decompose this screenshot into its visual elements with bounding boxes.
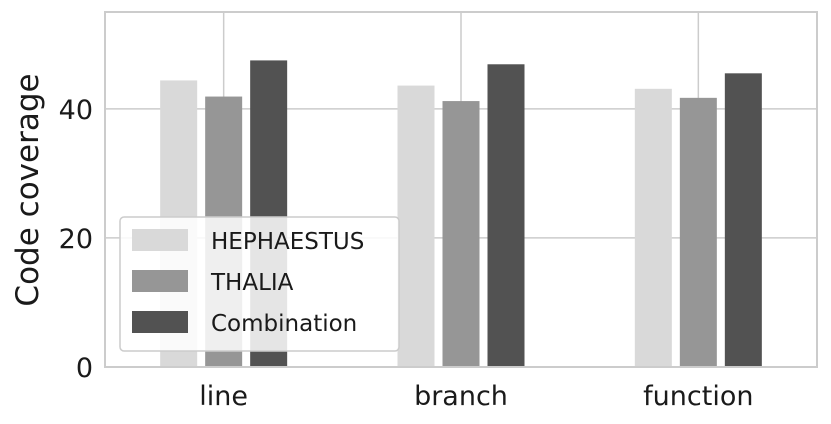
x-tick-labels: line branch function: [199, 381, 753, 412]
bar: [397, 85, 435, 367]
y-tick-label: 40: [59, 95, 93, 126]
legend-label: HEPHAESTUS: [211, 229, 364, 255]
bar: [724, 73, 762, 368]
bar: [442, 101, 480, 367]
legend-swatch: [132, 270, 188, 292]
bar: [634, 88, 672, 368]
legend-label: THALIA: [210, 270, 294, 296]
x-tick-label: function: [643, 381, 753, 412]
y-tick-labels: 0 20 40: [59, 95, 93, 384]
legend: HEPHAESTUS THALIA Combination: [119, 216, 400, 352]
bar: [679, 97, 717, 367]
legend-frame: [119, 216, 400, 352]
legend-label: Combination: [211, 311, 357, 337]
legend-swatch: [132, 311, 188, 333]
y-tick-label: 20: [59, 224, 93, 255]
y-tick-label: 0: [76, 353, 93, 384]
legend-swatch: [132, 229, 188, 251]
x-tick-label: branch: [414, 381, 508, 412]
plot-frame: [104, 11, 818, 368]
y-axis-label: Code coverage: [10, 73, 46, 306]
x-tick-label: line: [199, 381, 248, 412]
bar: [487, 64, 525, 368]
